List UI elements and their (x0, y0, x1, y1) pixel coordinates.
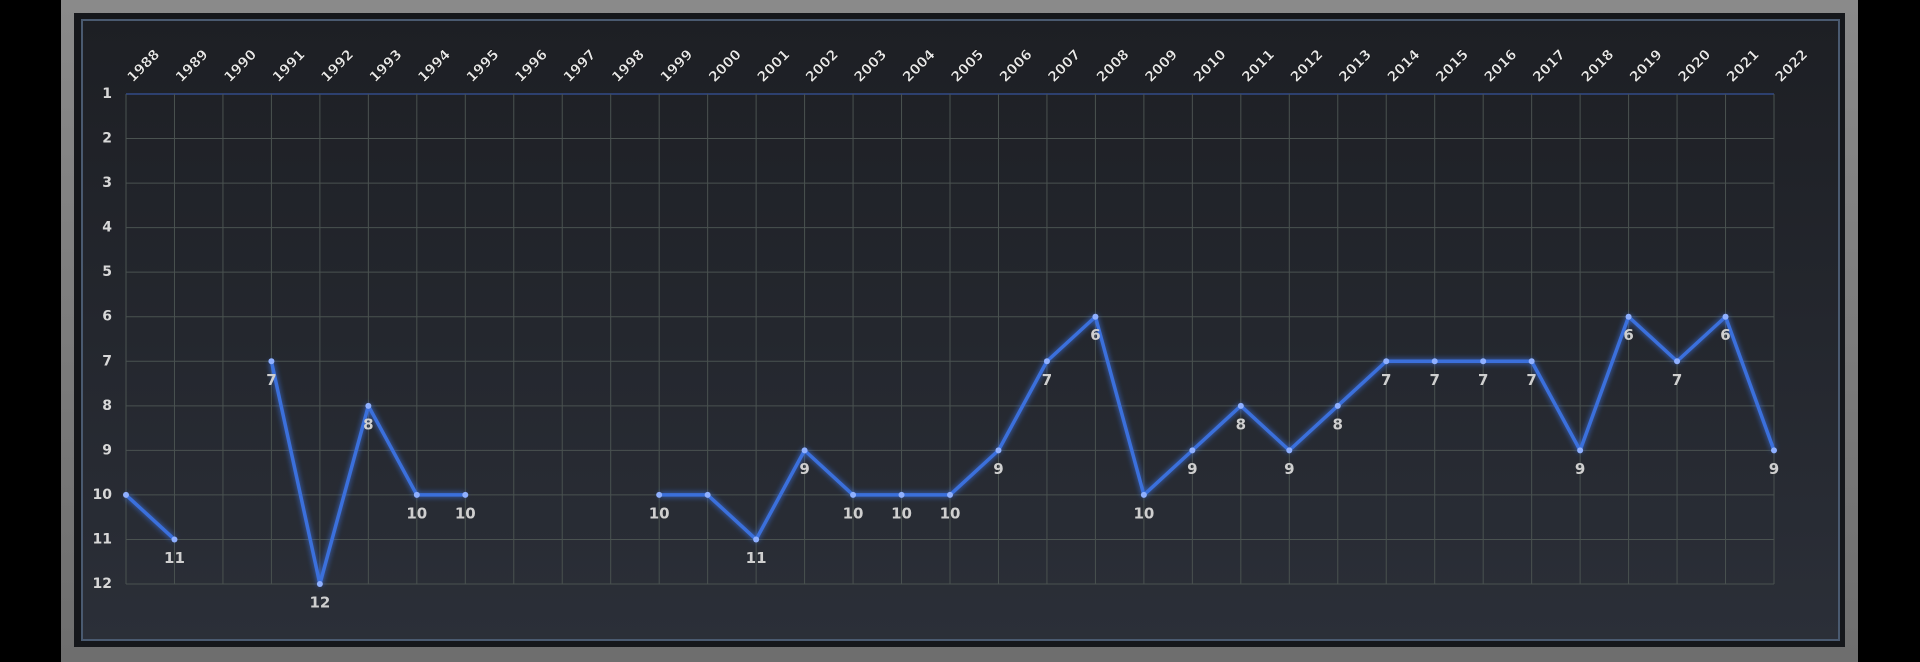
point (1431, 358, 1438, 365)
point (1722, 313, 1729, 320)
y-tick-label: 4 (102, 220, 112, 236)
data-label: 6 (1090, 326, 1100, 344)
data-label: 8 (1236, 415, 1246, 433)
panel (81, 19, 1840, 641)
point (1480, 358, 1487, 365)
y-tick-label: 6 (102, 309, 112, 325)
point (1674, 358, 1681, 365)
point (656, 491, 663, 498)
data-label: 7 (1526, 371, 1536, 389)
data-label: 10 (649, 504, 670, 522)
point (316, 581, 323, 587)
data-label: 7 (1042, 371, 1052, 389)
data-label: 10 (406, 504, 427, 522)
point (1237, 402, 1244, 409)
data-label: 6 (1623, 326, 1633, 344)
y-tick-label: 7 (102, 353, 112, 369)
data-label: 8 (363, 415, 373, 433)
data-label: 7 (266, 371, 276, 389)
point (1189, 447, 1196, 454)
point (898, 491, 905, 498)
y-tick-label: 9 (102, 442, 112, 458)
point (801, 447, 808, 454)
point (753, 536, 760, 543)
point (1043, 358, 1050, 365)
y-tick-label: 8 (102, 398, 112, 414)
data-label: 9 (993, 460, 1003, 478)
point (704, 491, 711, 498)
point (1286, 447, 1293, 454)
point (1092, 313, 1099, 320)
point (413, 491, 420, 498)
y-tick-label: 11 (93, 531, 112, 547)
data-label: 9 (1769, 460, 1779, 478)
point (995, 447, 1002, 454)
point (1577, 447, 1584, 454)
data-label: 11 (164, 549, 185, 567)
data-label: 7 (1478, 371, 1488, 389)
y-tick-label: 3 (102, 175, 112, 191)
data-label: 10 (843, 504, 864, 522)
y-tick-label: 5 (102, 264, 112, 280)
point (1771, 447, 1777, 454)
point (947, 491, 953, 498)
point (123, 491, 129, 498)
data-label: 7 (1429, 371, 1439, 389)
data-label: 10 (891, 504, 912, 522)
y-tick-label: 2 (102, 131, 112, 147)
y-tick-label: 10 (93, 487, 113, 503)
data-label: 9 (799, 460, 809, 478)
data-label: 9 (1284, 460, 1294, 478)
data-label: 10 (940, 504, 961, 522)
data-label: 11 (746, 549, 767, 567)
data-label: 7 (1381, 371, 1391, 389)
data-label: 6 (1720, 326, 1730, 344)
data-label: 12 (309, 594, 330, 612)
data-label: 9 (1575, 460, 1585, 478)
point (268, 358, 275, 365)
data-label: 8 (1333, 415, 1343, 433)
y-tick-label: 12 (93, 576, 112, 592)
data-label: 10 (455, 504, 476, 522)
point (1625, 313, 1632, 320)
point (850, 491, 857, 498)
point (1334, 402, 1341, 409)
point (1528, 358, 1535, 365)
y-tick-label: 1 (102, 86, 112, 102)
point (1140, 491, 1147, 498)
data-label: 7 (1672, 371, 1682, 389)
data-label: 9 (1187, 460, 1197, 478)
data-label: 10 (1133, 504, 1154, 522)
point (171, 536, 178, 543)
point (1383, 358, 1390, 365)
point (462, 491, 469, 498)
point (365, 402, 372, 409)
